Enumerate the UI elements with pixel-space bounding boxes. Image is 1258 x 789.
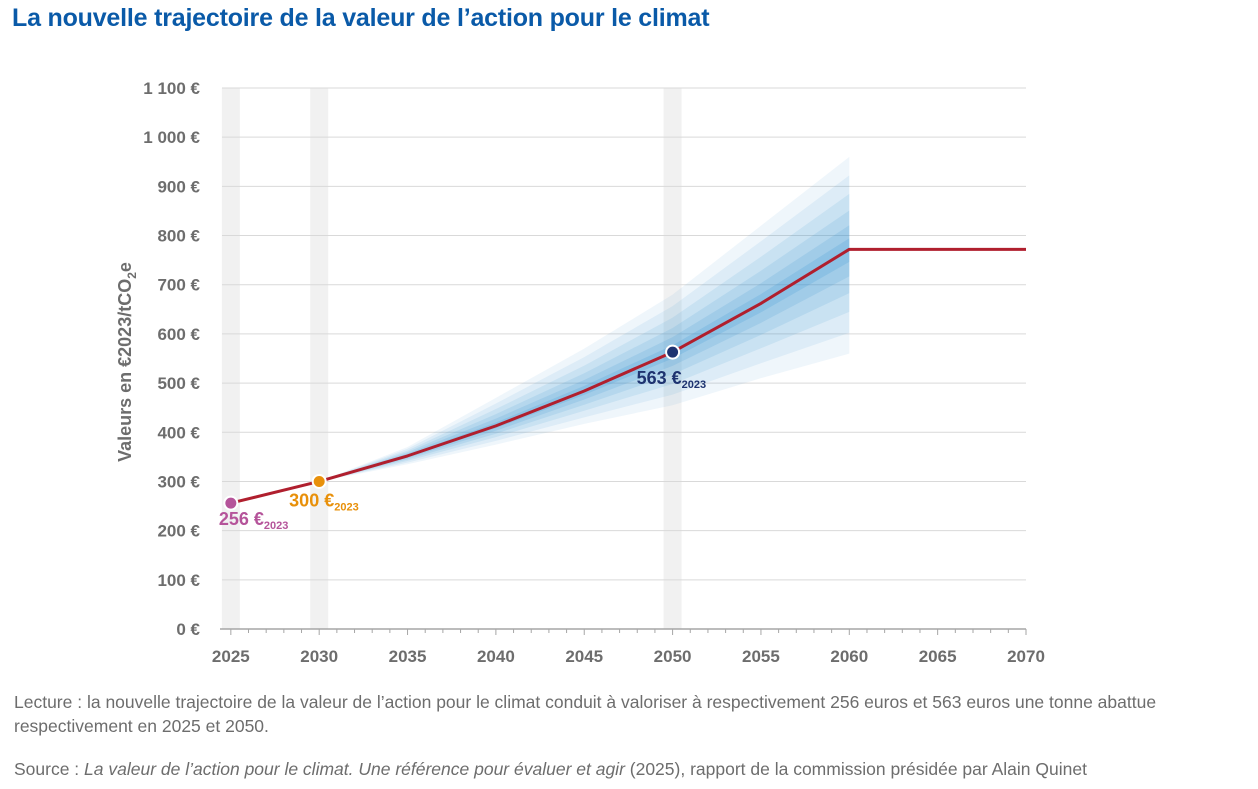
x-tick-label: 2030 bbox=[300, 647, 338, 666]
y-tick-label: 100 € bbox=[157, 571, 200, 590]
x-tick-label: 2055 bbox=[742, 647, 780, 666]
y-tick-label: 300 € bbox=[157, 472, 200, 491]
x-tick-label: 2035 bbox=[389, 647, 427, 666]
series-line bbox=[230, 247, 1026, 505]
series-lines bbox=[230, 247, 1026, 505]
lecture-note: Lecture : la nouvelle trajectoire de la … bbox=[14, 692, 1157, 736]
annotation-label-2050: 563 €2023 bbox=[637, 368, 707, 391]
annotation-marker-2050 bbox=[665, 344, 681, 360]
y-axis-label: Valeurs en €2023/tCO2e bbox=[115, 262, 139, 462]
y-tick-label: 0 € bbox=[176, 620, 200, 639]
source-title: La valeur de l’action pour le climat. Un… bbox=[84, 759, 625, 779]
x-tick-label: 2060 bbox=[830, 647, 868, 666]
band-layer bbox=[319, 193, 850, 482]
x-tick-label: 2045 bbox=[565, 647, 603, 666]
band-layer bbox=[319, 175, 850, 482]
highlight-band-2025 bbox=[221, 88, 240, 629]
y-tick-label: 600 € bbox=[157, 325, 200, 344]
y-tick-label: 900 € bbox=[157, 177, 200, 196]
source-prefix: Source : bbox=[14, 759, 85, 779]
annotation-label-2025: 256 €2023 bbox=[219, 509, 289, 532]
x-tick-label: 2050 bbox=[654, 647, 692, 666]
y-tick-label: 200 € bbox=[157, 522, 200, 541]
y-tick-label: 700 € bbox=[157, 276, 200, 295]
x-tick-label: 2040 bbox=[477, 647, 515, 666]
y-tick-label: 500 € bbox=[157, 374, 200, 393]
uncertainty-band bbox=[319, 156, 894, 482]
x-tick-label: 2025 bbox=[212, 647, 250, 666]
source-suffix: (2025), rapport de la commission présidé… bbox=[624, 759, 1087, 779]
x-tick-label: 2070 bbox=[1007, 647, 1045, 666]
highlight-band-2030 bbox=[310, 88, 329, 629]
y-tick-label: 1 000 € bbox=[143, 128, 200, 147]
annotation-label-2030: 300 €2023 bbox=[289, 490, 359, 513]
x-axis bbox=[220, 628, 1027, 635]
annotation-marker-2025 bbox=[223, 495, 239, 511]
y-tick-labels: 0 € 100 € 200 € 300 € 400 € 500 € 600 € 700 € 80… bbox=[143, 79, 200, 639]
x-tick-labels: 2025 2030 2035 2040 2045 2050 2055 2060 2065 2070 bbox=[212, 647, 1045, 666]
chart-title: La nouvelle trajectoire de la valeur de … bbox=[12, 4, 710, 32]
y-tick-label: 1 100 € bbox=[143, 79, 200, 98]
x-tick-label: 2065 bbox=[919, 647, 957, 666]
y-tick-label: 400 € bbox=[157, 423, 200, 442]
trajectory-chart: 0 € 100 € 200 € 300 € 400 € 500 € 600 € 700 € 80… bbox=[115, 79, 1045, 666]
y-tick-label: 800 € bbox=[157, 227, 200, 246]
annotation-marker-2030 bbox=[311, 473, 327, 489]
band-layer bbox=[319, 156, 850, 482]
source-note: Source : La valeur de l’action pour le c… bbox=[14, 757, 1087, 781]
